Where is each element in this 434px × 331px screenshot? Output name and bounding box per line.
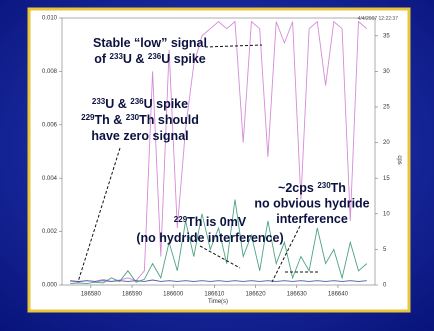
- annotation-text: interference: [276, 212, 348, 226]
- annotation: Stable “low” signal: [93, 36, 207, 50]
- plot: 0.000 0.002 0.004 0.006 0.008 0.010 0 5 10 15 20 25…: [42, 16, 390, 298]
- superscript: 236: [148, 52, 162, 61]
- superscript: 236: [130, 97, 144, 106]
- x-axis-label: Time(s): [208, 299, 228, 305]
- y2-tick-label: 5: [383, 247, 387, 253]
- arrow: [199, 245, 241, 269]
- superscript: 233: [92, 97, 106, 106]
- y2-axis-label: cps: [396, 155, 402, 164]
- y2-tick-label: 15: [383, 176, 390, 182]
- annotation-text: of: [94, 52, 109, 66]
- arrow: [77, 147, 121, 283]
- y2-tick-label: 25: [383, 105, 390, 111]
- x-tick-label: 186640: [328, 292, 349, 298]
- series-line: [70, 199, 368, 285]
- y2-tick-label: 0: [383, 283, 387, 289]
- x-tick-label: 186610: [204, 292, 225, 298]
- annotation: interference: [276, 212, 348, 226]
- x-tick-label: 186590: [122, 292, 143, 298]
- y-tick-label: 0.006: [42, 122, 58, 128]
- annotation: 229Th & 230Th should: [81, 113, 199, 128]
- y2-tick-label: 35: [383, 33, 390, 39]
- annotation-text: Th should: [139, 113, 199, 127]
- annotation-text: U &: [123, 52, 148, 66]
- y-tick-label: 0.000: [42, 283, 58, 289]
- annotation: 233U & 236U spike: [92, 97, 188, 112]
- annotation-text: have zero signal: [91, 129, 188, 143]
- superscript: 229: [81, 113, 95, 122]
- y-tick-label: 0.002: [42, 229, 58, 235]
- annotation: of 233U & 236U spike: [94, 52, 206, 67]
- annotation: have zero signal: [91, 129, 188, 143]
- annotation-text: Th &: [95, 113, 126, 127]
- superscript: 229: [174, 215, 188, 224]
- arrow: [271, 225, 301, 283]
- annotation: no obvious hydride: [254, 197, 369, 211]
- annotation: ~2cps 230Th: [278, 181, 346, 196]
- arrows: [77, 44, 320, 283]
- arrow: [204, 44, 263, 48]
- y2-tick-label: 20: [383, 140, 390, 146]
- x-tick-label: 186580: [81, 292, 102, 298]
- superscript: 230: [317, 181, 331, 190]
- annotation: (no hydride interference): [136, 231, 283, 245]
- chart-frame: [27, 7, 411, 313]
- plot-area: [61, 17, 376, 286]
- annotation-text: no obvious hydride: [254, 197, 369, 211]
- annotation-text: U spike: [144, 97, 189, 111]
- y-tick-label: 0.010: [42, 16, 58, 22]
- y-tick-label: 0.004: [42, 176, 58, 182]
- annotation-text: (no hydride interference): [136, 231, 283, 245]
- annotation-text: Th is 0mV: [187, 215, 247, 229]
- y-tick-label: 0.008: [42, 69, 58, 75]
- x-tick-label: 186600: [163, 292, 184, 298]
- annotation: 229Th is 0mV: [174, 215, 247, 230]
- superscript: 233: [110, 52, 124, 61]
- x-tick-label: 186620: [246, 292, 267, 298]
- annotation-text: U spike: [161, 52, 206, 66]
- x-tick-label: 186630: [287, 292, 308, 298]
- annotation-text: Th: [331, 181, 346, 195]
- annotation-text: U &: [105, 97, 130, 111]
- series-line: [70, 279, 367, 282]
- annotation-text: Stable “low” signal: [93, 36, 207, 50]
- timestamp: 4/4/2007 12:22:37: [358, 16, 399, 22]
- superscript: 230: [126, 113, 140, 122]
- y2-tick-label: 10: [383, 211, 390, 217]
- annotation-text: ~2cps: [278, 181, 317, 195]
- y2-tick-label: 30: [383, 69, 390, 75]
- series-line: [70, 20, 368, 283]
